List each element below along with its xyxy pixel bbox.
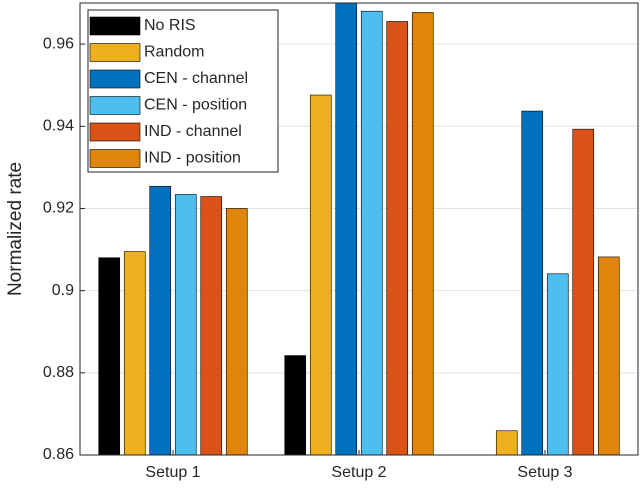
- bar: [411, 12, 434, 455]
- y-tick-label: 0.9: [52, 282, 74, 299]
- legend-swatch: [89, 149, 141, 168]
- legend-label: CEN - channel: [144, 70, 248, 87]
- bars: [98, 3, 620, 455]
- legend-label: IND - channel: [144, 123, 242, 140]
- legend-label: IND - position: [144, 150, 241, 167]
- legend-box: [87, 9, 279, 173]
- x-tick-label: Setup 3: [517, 464, 572, 481]
- bar: [174, 194, 197, 455]
- y-tick-label: 0.86: [43, 446, 74, 463]
- legend-swatch: [89, 16, 141, 36]
- bar: [284, 355, 307, 455]
- legend-label: No RIS: [144, 17, 196, 34]
- bar: [572, 128, 595, 455]
- legend-swatch: [89, 43, 141, 62]
- x-tick-label: Setup 1: [145, 464, 200, 481]
- y-tick-label: 0.88: [43, 364, 74, 381]
- bar: [309, 94, 332, 455]
- y-tick-label: 0.96: [43, 35, 74, 52]
- bar: [386, 21, 409, 455]
- bar: [521, 110, 544, 455]
- legend-label: Random: [144, 44, 204, 61]
- bar: [495, 430, 518, 455]
- plot-frame: [79, 2, 639, 456]
- y-axis-label: Normalized rate: [5, 162, 26, 296]
- x-tick-label: Setup 2: [331, 464, 386, 481]
- legend-swatch: [89, 69, 141, 89]
- bar: [200, 196, 223, 455]
- bar: [123, 251, 146, 455]
- bar: [360, 10, 383, 455]
- bar: [335, 3, 358, 455]
- bar: [546, 273, 569, 455]
- legend-swatch: [89, 122, 141, 142]
- y-tick-label: 0.92: [43, 200, 74, 217]
- legend-swatch: [89, 96, 141, 115]
- bar: [149, 185, 172, 455]
- y-tick-label: 0.94: [43, 117, 74, 134]
- bar: [225, 208, 248, 455]
- legend-label: CEN - position: [144, 97, 247, 114]
- bar: [98, 257, 121, 455]
- bar: [597, 256, 620, 455]
